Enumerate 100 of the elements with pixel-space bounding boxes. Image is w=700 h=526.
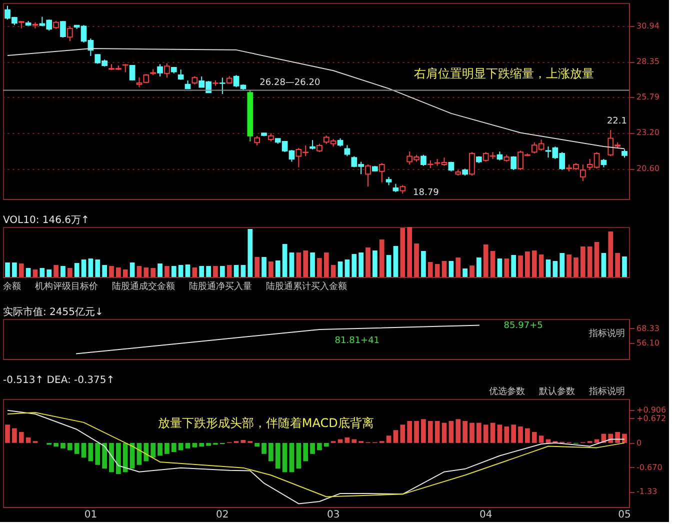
bar bbox=[476, 422, 482, 443]
bar bbox=[220, 266, 225, 277]
bar bbox=[330, 265, 336, 277]
bar bbox=[358, 252, 364, 277]
bar bbox=[60, 266, 66, 277]
bar bbox=[282, 442, 288, 472]
y-tick-label: +0.672 bbox=[636, 414, 666, 423]
bar bbox=[150, 442, 156, 458]
bar bbox=[296, 442, 302, 469]
y-tick-label: 28.35 bbox=[636, 57, 660, 66]
bar bbox=[400, 228, 406, 277]
bar bbox=[615, 432, 620, 443]
y-tick-label: 0 bbox=[636, 438, 642, 448]
bar bbox=[324, 252, 329, 277]
bar bbox=[574, 258, 578, 277]
candlestick bbox=[580, 164, 586, 182]
bar bbox=[171, 442, 176, 452]
bar bbox=[303, 250, 308, 277]
bar bbox=[525, 252, 530, 277]
bar bbox=[296, 252, 302, 277]
bar bbox=[386, 436, 392, 443]
bar bbox=[32, 270, 38, 277]
bar bbox=[74, 442, 80, 454]
candlestick bbox=[129, 64, 136, 81]
bar bbox=[275, 442, 280, 469]
y-tick-label: +0.906 bbox=[636, 405, 666, 414]
bar bbox=[622, 256, 627, 277]
bar bbox=[483, 244, 488, 277]
text: 陆股通净买入量 bbox=[189, 281, 252, 292]
y-tick-label: 30.94 bbox=[636, 21, 660, 30]
bar bbox=[116, 268, 121, 277]
bar bbox=[421, 251, 426, 277]
bar bbox=[268, 262, 274, 277]
x-tick-label: 04 bbox=[479, 510, 492, 520]
bar bbox=[608, 232, 614, 277]
bar bbox=[400, 424, 406, 443]
bar bbox=[372, 250, 378, 277]
bar bbox=[40, 268, 45, 277]
bar bbox=[352, 439, 357, 443]
bar bbox=[262, 442, 266, 454]
bar bbox=[12, 428, 17, 443]
bar bbox=[546, 260, 551, 277]
bar bbox=[213, 266, 218, 277]
text: 余额 bbox=[3, 281, 21, 292]
candlestick bbox=[66, 26, 73, 42]
bar bbox=[240, 440, 246, 443]
x-tick-label: 03 bbox=[326, 510, 340, 520]
bar bbox=[109, 266, 114, 277]
bar bbox=[102, 265, 107, 277]
bar bbox=[448, 420, 454, 443]
bar bbox=[324, 442, 329, 447]
bar bbox=[192, 268, 198, 277]
annotation: 放量下跌形成头部，伴随着MACD底背离 bbox=[158, 416, 374, 430]
bar bbox=[12, 262, 17, 277]
annotation: 右肩位置明显下跌缩量，上涨放量 bbox=[414, 66, 594, 81]
bar bbox=[352, 254, 357, 277]
candlestick bbox=[122, 64, 128, 73]
bar bbox=[254, 442, 260, 447]
bar bbox=[525, 428, 530, 443]
bar bbox=[88, 258, 94, 277]
bar bbox=[587, 246, 592, 277]
candlestick bbox=[420, 154, 426, 166]
bar bbox=[407, 420, 412, 443]
text: 默认参数 bbox=[538, 386, 575, 397]
bar bbox=[490, 251, 496, 277]
bar bbox=[338, 262, 343, 277]
bar bbox=[26, 437, 31, 443]
bar bbox=[594, 242, 600, 277]
bar bbox=[552, 261, 558, 277]
candlestick bbox=[219, 77, 226, 95]
bar bbox=[428, 420, 433, 443]
chart-title: VOL10: 146.6万↑ bbox=[3, 215, 90, 226]
annotation: 26.28—26.20 bbox=[260, 78, 320, 88]
bar bbox=[434, 264, 440, 277]
bar bbox=[310, 252, 315, 277]
bar bbox=[185, 264, 190, 277]
bar bbox=[393, 246, 398, 277]
bar bbox=[192, 442, 198, 448]
bar bbox=[206, 442, 211, 446]
annotation: 18.79 bbox=[413, 188, 440, 198]
bar bbox=[102, 442, 107, 469]
y-tick-label: 20.60 bbox=[636, 164, 660, 174]
bar bbox=[136, 266, 142, 277]
bar bbox=[462, 268, 468, 277]
bar bbox=[171, 266, 176, 277]
bar bbox=[470, 422, 474, 443]
bar bbox=[414, 420, 419, 443]
candlestick bbox=[469, 152, 475, 176]
bar bbox=[199, 266, 204, 277]
candlestick bbox=[157, 64, 163, 77]
bar bbox=[393, 430, 398, 443]
bar bbox=[511, 424, 516, 443]
bar bbox=[18, 264, 24, 277]
bar bbox=[428, 262, 433, 277]
bar bbox=[532, 250, 537, 277]
bar bbox=[511, 255, 516, 277]
annotation: 指标说明 bbox=[588, 328, 625, 339]
bar bbox=[150, 268, 156, 277]
candlestick bbox=[254, 135, 260, 146]
candlestick bbox=[60, 20, 66, 38]
